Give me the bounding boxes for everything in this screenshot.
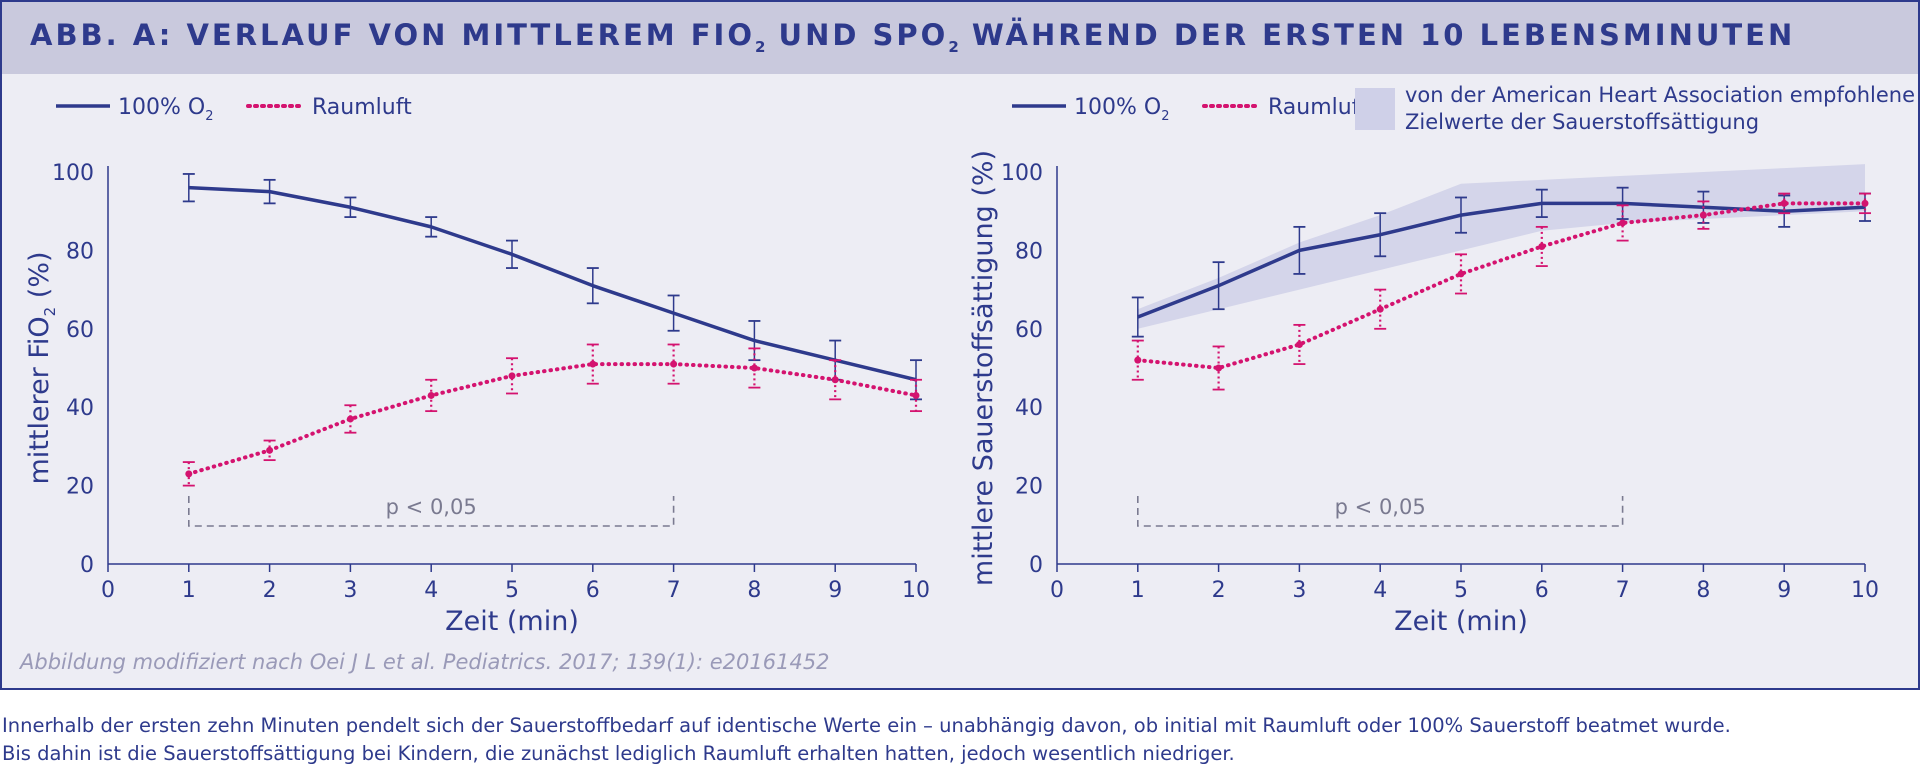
significance-bracket xyxy=(188,496,675,527)
legend-raumluft-label: Raumluft xyxy=(1268,95,1368,120)
x-tick-label: 4 xyxy=(1373,578,1387,603)
x-tick-label: 9 xyxy=(828,578,842,603)
raumluft-series-line xyxy=(186,362,918,476)
raumluft-series-point xyxy=(1134,356,1142,364)
aha-target-band xyxy=(1137,164,1865,329)
raumluft-series-point xyxy=(1457,270,1465,278)
y-tick-label: 0 xyxy=(1029,553,1043,578)
x-tick-label: 2 xyxy=(1212,578,1226,603)
title-part: UND SPO xyxy=(765,18,949,52)
raumluft-series-line xyxy=(1135,201,1867,370)
caption-line-2: Bis dahin ist die Sauerstoffsättigung be… xyxy=(2,742,1235,765)
x-tick-label: 4 xyxy=(424,578,438,603)
y-axis-label: mittlere Sauerstoffsättigung (%) xyxy=(968,150,999,586)
raumluft-series-point xyxy=(346,415,354,423)
y-tick-label: 60 xyxy=(1015,318,1043,343)
raumluft-series-point xyxy=(185,470,193,478)
title-part: WÄHREND DER ERSTEN 10 LEBENSMINUTEN xyxy=(958,18,1796,52)
x-tick-label: 0 xyxy=(1050,578,1064,603)
x-tick-label: 6 xyxy=(1535,578,1549,603)
x-tick-label: 0 xyxy=(101,578,115,603)
x-tick-label: 8 xyxy=(747,578,761,603)
x-tick-label: 10 xyxy=(902,578,930,603)
raumluft-series-point xyxy=(266,446,274,454)
raumluft-series-point xyxy=(831,376,839,384)
x-tick-label: 1 xyxy=(182,578,196,603)
legend-o2-label: 100% O2 xyxy=(1074,95,1170,124)
legend-o2-subscript: 2 xyxy=(1161,109,1169,124)
y-tick-label: 80 xyxy=(1015,239,1043,264)
title-subscript: 2 xyxy=(754,37,766,56)
figure-caption: Innerhalb der ersten zehn Minuten pendel… xyxy=(2,712,1731,768)
legend-raumluft-label: Raumluft xyxy=(312,95,412,120)
y-tick-label: 80 xyxy=(66,239,94,264)
significance-label: p < 0,05 xyxy=(386,495,477,519)
x-tick-label: 3 xyxy=(343,578,357,603)
significance-label: p < 0,05 xyxy=(1335,495,1426,519)
x-tick-label: 5 xyxy=(1454,578,1468,603)
raumluft-series-point xyxy=(1215,364,1223,372)
y-tick-label: 40 xyxy=(1015,396,1043,421)
x-tick-label: 9 xyxy=(1777,578,1791,603)
y-tick-label: 100 xyxy=(1001,161,1043,186)
x-tick-label: 6 xyxy=(586,578,600,603)
raumluft-series-point xyxy=(670,360,678,368)
y-axis-label-part: (%) xyxy=(24,251,55,306)
raumluft-series-point xyxy=(1619,219,1627,227)
o2-series-line xyxy=(1137,201,1866,319)
y-tick-label: 40 xyxy=(66,396,94,421)
raumluft-series-point xyxy=(912,391,920,399)
y-axis-label-subscript: 2 xyxy=(41,307,59,317)
legend-o2-subscript: 2 xyxy=(205,109,213,124)
spo2-chart: 100% O2 Raumluft von der American Heart As… xyxy=(968,83,1915,637)
x-tick-label: 2 xyxy=(263,578,277,603)
significance-bracket xyxy=(1137,496,1624,527)
raumluft-series-point xyxy=(1780,199,1788,207)
x-tick-label: 10 xyxy=(1851,578,1879,603)
figure-title: ABB. A: VERLAUF VON MITTLEREM FIO2 UND S… xyxy=(30,18,1795,56)
legend-band-label-2: Zielwerte der Sauerstoffsättigung xyxy=(1405,110,1759,134)
raumluft-series-point xyxy=(508,372,516,380)
title-part: ABB. A: VERLAUF VON MITTLEREM FIO xyxy=(30,18,755,52)
x-tick-label: 8 xyxy=(1696,578,1710,603)
figure-panel: ABB. A: VERLAUF VON MITTLEREM FIO2 UND S… xyxy=(0,0,1920,690)
x-axis-label: Zeit (min) xyxy=(445,606,579,637)
title-subscript: 2 xyxy=(948,37,959,56)
x-tick-label: 7 xyxy=(667,578,681,603)
x-tick-label: 3 xyxy=(1292,578,1306,603)
y-tick-label: 20 xyxy=(66,475,94,500)
source-note: Abbildung modifiziert nach Oei J L et al… xyxy=(20,650,830,674)
x-tick-label: 7 xyxy=(1616,578,1630,603)
raumluft-series-point xyxy=(427,391,435,399)
y-tick-label: 100 xyxy=(52,161,94,186)
y-tick-label: 0 xyxy=(80,553,94,578)
y-tick-label: 20 xyxy=(1015,475,1043,500)
x-tick-label: 5 xyxy=(505,578,519,603)
raumluft-series-point xyxy=(1295,340,1303,348)
raumluft-series-point xyxy=(589,360,597,368)
y-axis-label-part: mittlerer FiO xyxy=(24,316,55,484)
x-axis-label: Zeit (min) xyxy=(1394,606,1528,637)
o2-series-line xyxy=(188,185,917,382)
caption-line-1: Innerhalb der ersten zehn Minuten pendel… xyxy=(2,714,1731,737)
raumluft-series-point xyxy=(750,364,758,372)
legend-band-swatch xyxy=(1355,88,1395,130)
raumluft-series-point xyxy=(1699,211,1707,219)
y-tick-label: 60 xyxy=(66,318,94,343)
raumluft-series-point xyxy=(1376,305,1384,313)
raumluft-series-point xyxy=(1538,242,1546,250)
y-axis-label: mittlerer FiO2 (%) xyxy=(24,251,59,484)
raumluft-series-point xyxy=(1861,199,1869,207)
legend-band-label-1: von der American Heart Association empfo… xyxy=(1405,83,1915,107)
x-tick-label: 1 xyxy=(1131,578,1145,603)
figure-header: ABB. A: VERLAUF VON MITTLEREM FIO2 UND S… xyxy=(2,2,1918,74)
legend-o2-label: 100% O2 xyxy=(118,95,214,124)
